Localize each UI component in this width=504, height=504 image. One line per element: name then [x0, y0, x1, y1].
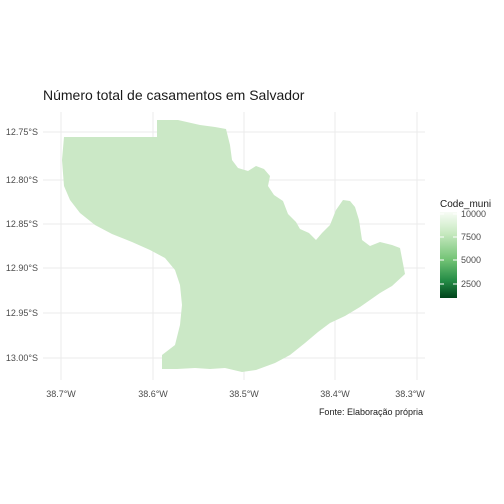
y-tick-label: 12.85°S — [6, 219, 38, 229]
map-title: Número total de casamentos em Salvador — [43, 87, 305, 103]
legend-label: 5000 — [461, 255, 481, 265]
salvador-municipality-region — [62, 120, 405, 372]
y-axis: 12.75°S 12.80°S 12.85°S 12.90°S 12.95°S … — [6, 127, 38, 363]
x-axis: 38.7°W 38.6°W 38.5°W 38.4°W 38.3°W — [46, 389, 425, 399]
x-tick-label: 38.4°W — [320, 389, 350, 399]
source-caption: Fonte: Elaboração própria — [319, 407, 423, 417]
x-tick-label: 38.7°W — [46, 389, 76, 399]
y-tick-label: 12.75°S — [6, 127, 38, 137]
x-tick-label: 38.3°W — [395, 389, 425, 399]
legend: Code_muni 10000 7500 5000 2500 — [440, 199, 491, 298]
legend-label: 2500 — [461, 279, 481, 289]
legend-label: 7500 — [461, 232, 481, 242]
x-tick-label: 38.5°W — [229, 389, 259, 399]
y-tick-label: 12.95°S — [6, 308, 38, 318]
y-tick-label: 12.90°S — [6, 263, 38, 273]
legend-label: 10000 — [461, 209, 486, 219]
y-tick-label: 12.80°S — [6, 175, 38, 185]
x-tick-label: 38.6°W — [138, 389, 168, 399]
legend-title: Code_muni — [440, 199, 491, 210]
y-tick-label: 13.00°S — [6, 353, 38, 363]
legend-colorbar — [440, 212, 457, 298]
